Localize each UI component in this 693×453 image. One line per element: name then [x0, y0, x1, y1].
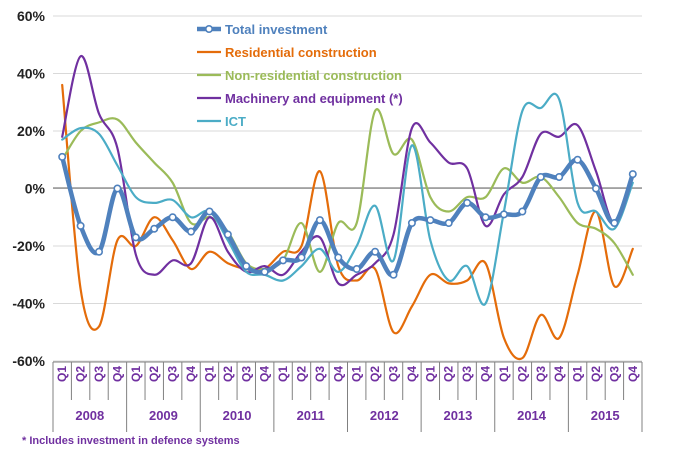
- y-tick-label: -60%: [12, 353, 45, 369]
- y-tick-label: 20%: [17, 123, 46, 139]
- quarter-tick-label: Q4: [258, 366, 272, 382]
- footnote: * Includes investment in defence systems: [22, 435, 240, 447]
- quarter-tick-label: Q1: [423, 366, 437, 382]
- data-point-marker: [536, 173, 545, 182]
- series-line-2: [61, 108, 634, 276]
- quarter-tick-label: Q2: [221, 366, 235, 382]
- quarter-tick-label: Q4: [552, 366, 566, 382]
- quarter-tick-label: Q4: [405, 366, 419, 382]
- quarter-tick-label: Q2: [442, 366, 456, 382]
- quarter-tick-label: Q2: [294, 366, 308, 382]
- year-tick-label: 2013: [443, 408, 472, 423]
- data-point-marker: [297, 253, 306, 262]
- year-tick-label: 2009: [149, 408, 178, 423]
- data-point-marker: [205, 207, 214, 216]
- series-line-3: [61, 55, 634, 287]
- series-line-1: [61, 83, 634, 361]
- quarter-tick-label: Q4: [331, 366, 345, 382]
- year-tick-label: 2015: [591, 408, 620, 423]
- data-point-marker: [279, 256, 288, 265]
- data-point-marker: [407, 219, 416, 228]
- series-line-4: [61, 92, 634, 306]
- legend-marker: [205, 24, 214, 33]
- quarter-tick-label: Q1: [202, 366, 216, 382]
- x-axis: Q1 Q2 Q3 Q4 Q1 Q2 Q3 Q4 Q1 Q2 Q3 Q4 Q1 Q2 Q3 Q4 Q1 Q2 Q3 Q4…: [52, 361, 643, 432]
- data-point-marker: [499, 210, 508, 219]
- quarter-tick-label: Q3: [460, 366, 474, 382]
- data-point-marker: [95, 247, 104, 256]
- quarter-tick-label: Q4: [479, 366, 493, 382]
- quarter-tick-label: Q1: [55, 366, 69, 382]
- quarter-tick-label: Q1: [571, 366, 585, 382]
- y-tick-label: 0%: [25, 181, 46, 197]
- data-point-marker: [444, 219, 453, 228]
- quarter-tick-label: Q2: [515, 366, 529, 382]
- quarter-tick-label: Q1: [497, 366, 511, 382]
- quarter-tick-label: Q3: [239, 366, 253, 382]
- data-point-marker: [168, 213, 177, 222]
- y-tick-label: 40%: [17, 66, 46, 82]
- y-axis: 60% 40% 20% 0% -20% -40% -60%: [12, 8, 642, 369]
- data-point-marker: [315, 216, 324, 225]
- quarter-tick-label: Q3: [607, 366, 621, 382]
- data-point-marker: [150, 224, 159, 233]
- data-point-marker: [242, 262, 251, 271]
- data-point-marker: [113, 184, 122, 193]
- quarter-tick-label: Q4: [110, 366, 124, 382]
- data-point-marker: [610, 219, 619, 228]
- quarter-tick-label: Q3: [313, 366, 327, 382]
- quarter-tick-label: Q2: [147, 366, 161, 382]
- quarter-tick-label: Q2: [74, 366, 88, 382]
- quarter-tick-label: Q3: [92, 366, 106, 382]
- data-point-marker: [518, 207, 527, 216]
- data-point-marker: [573, 155, 582, 164]
- quarter-tick-label: Q1: [350, 366, 364, 382]
- data-point-marker: [389, 270, 398, 279]
- data-point-marker: [481, 213, 490, 222]
- quarter-tick-label: Q4: [626, 366, 640, 382]
- data-point-marker: [628, 170, 637, 179]
- y-tick-label: -40%: [12, 296, 45, 312]
- quarter-tick-label: Q2: [589, 366, 603, 382]
- data-point-marker: [334, 253, 343, 262]
- quarter-tick-label: Q2: [368, 366, 382, 382]
- series-line-0: [59, 154, 636, 278]
- y-tick-label: -20%: [12, 238, 45, 254]
- quarter-tick-label: Q1: [129, 366, 143, 382]
- quarter-tick-label: Q3: [387, 366, 401, 382]
- y-tick-label: 60%: [17, 8, 46, 24]
- data-point-marker: [371, 247, 380, 256]
- legend: Total investment Residential construction…: [197, 22, 403, 129]
- series-lines: [58, 55, 637, 361]
- quarter-tick-label: Q4: [184, 366, 198, 382]
- data-point-marker: [260, 267, 269, 276]
- legend-label: Total investment: [225, 22, 328, 37]
- quarter-tick-label: Q3: [534, 366, 548, 382]
- year-tick-label: 2014: [517, 408, 547, 423]
- data-point-marker: [76, 221, 85, 230]
- data-point-marker: [591, 184, 600, 193]
- data-point-marker: [187, 227, 196, 236]
- year-tick-label: 2012: [370, 408, 399, 423]
- quarter-tick-label: Q3: [166, 366, 180, 382]
- year-tick-label: 2011: [297, 408, 325, 423]
- data-point-marker: [463, 198, 472, 207]
- data-point-marker: [352, 264, 361, 273]
- year-tick-label: 2008: [75, 408, 104, 423]
- legend-label: Residential construction: [225, 45, 377, 60]
- data-point-marker: [223, 230, 232, 239]
- quarter-tick-label: Q1: [276, 366, 290, 382]
- data-point-marker: [426, 216, 435, 225]
- legend-label: Non-residential construction: [225, 68, 402, 83]
- data-point-marker: [131, 233, 140, 242]
- year-tick-label: 2010: [223, 408, 252, 423]
- legend-label: Machinery and equipment (*): [225, 91, 403, 106]
- legend-label: ICT: [225, 114, 246, 129]
- data-point-marker: [555, 173, 564, 182]
- data-point-marker: [58, 152, 67, 161]
